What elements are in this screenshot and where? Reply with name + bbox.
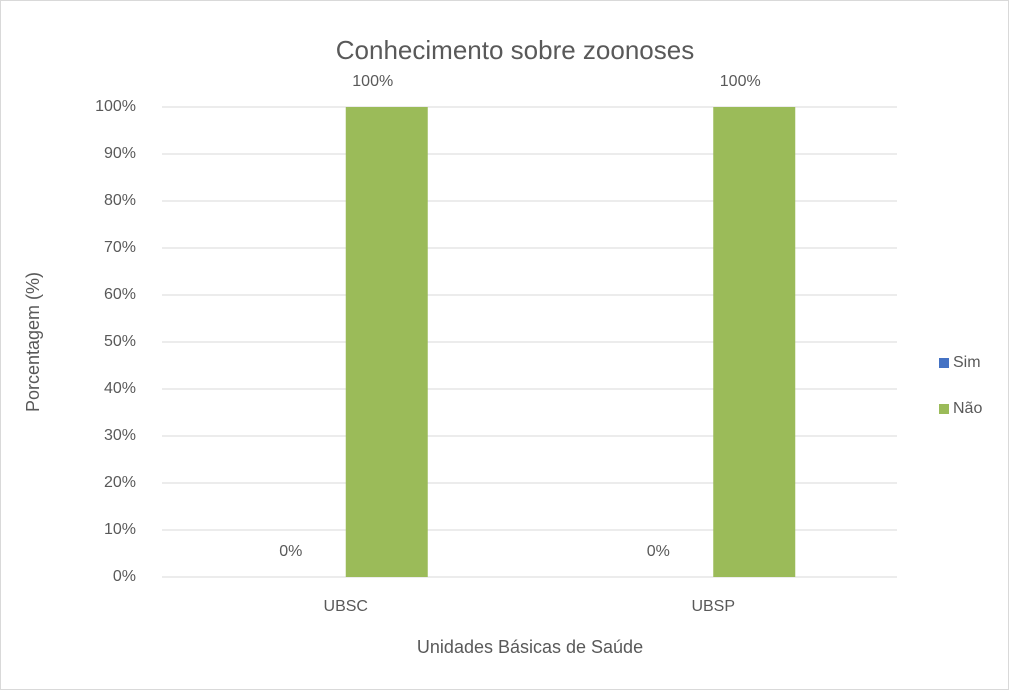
bar (713, 107, 796, 577)
y-tick-label: 70% (104, 239, 136, 256)
legend-swatch (939, 404, 949, 414)
y-tick-label: 20% (104, 474, 136, 491)
legend-label: Sim (953, 354, 981, 371)
chart-title: Conhecimento sobre zoonoses (336, 35, 694, 65)
x-axis-title: Unidades Básicas de Saúde (417, 637, 643, 657)
y-tick-label: 60% (104, 286, 136, 303)
legend-swatch (939, 358, 949, 368)
data-label: 0% (647, 543, 670, 560)
y-tick-label: 40% (104, 380, 136, 397)
y-tick-label: 80% (104, 192, 136, 209)
y-tick-label: 100% (95, 98, 136, 115)
y-tick-label: 90% (104, 145, 136, 162)
bar (345, 107, 428, 577)
y-tick-label: 30% (104, 427, 136, 444)
y-tick-label: 0% (113, 568, 136, 585)
y-tick-label: 50% (104, 333, 136, 350)
y-tick-label: 10% (104, 521, 136, 538)
data-label: 100% (720, 73, 761, 90)
legend-label: Não (953, 400, 982, 417)
data-label: 100% (352, 73, 393, 90)
data-label: 0% (279, 543, 302, 560)
x-tick-label: UBSC (324, 598, 368, 615)
x-tick-label: UBSP (691, 598, 735, 615)
y-axis-title: Porcentagem (%) (23, 272, 43, 412)
